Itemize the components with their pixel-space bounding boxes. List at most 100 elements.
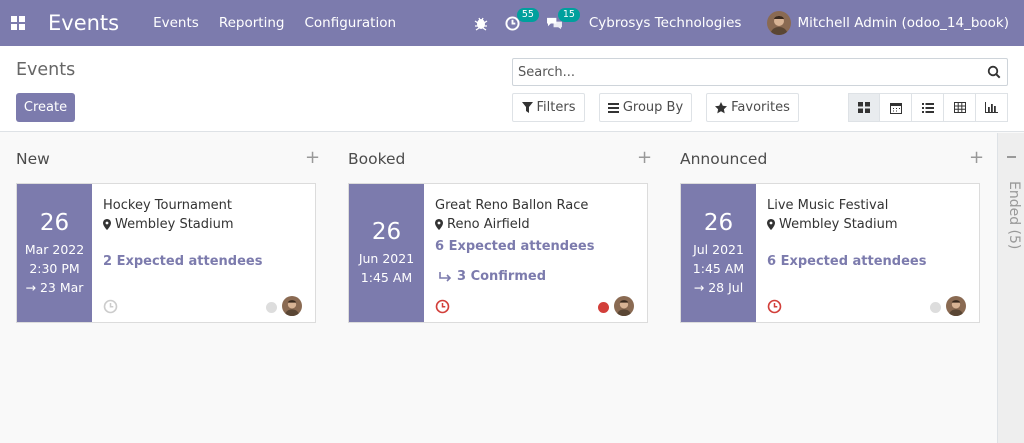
event-location-text: Reno Airfield (447, 217, 530, 232)
event-location: Wembley Stadium (103, 217, 304, 232)
event-date-box: 26 Jun 2021 1:45 AM (349, 184, 424, 322)
menu-reporting[interactable]: Reporting (218, 15, 285, 31)
column-quick-create-icon[interactable]: + (305, 147, 321, 168)
kanban-card[interactable]: 26 Jun 2021 1:45 AM Great Reno Ballon Ra… (348, 183, 648, 323)
menu-events[interactable]: Events (153, 15, 199, 31)
column-quick-create-icon[interactable]: + (637, 147, 653, 168)
favorites-button[interactable]: Favorites (706, 93, 799, 122)
main-menu: Events Reporting Configuration (153, 15, 416, 31)
pivot-view-button[interactable] (944, 93, 976, 122)
breadcrumb-title: Events (16, 60, 76, 80)
event-date-line: 2:30 PM (29, 260, 80, 276)
event-name: Hockey Tournament (103, 198, 233, 213)
event-date-line: → 23 Mar (25, 279, 84, 295)
event-name: Live Music Festival (767, 198, 889, 213)
user-avatar[interactable] (767, 11, 792, 35)
event-name: Great Reno Ballon Race (435, 198, 589, 213)
filters-label: Filters (536, 100, 576, 115)
kanban-state-dot[interactable] (930, 302, 941, 313)
card-body: Great Reno Ballon Race Reno Airfield 6 E… (424, 184, 647, 322)
event-day: 26 (703, 209, 734, 236)
activity-clock-icon[interactable] (103, 299, 118, 314)
create-button[interactable]: Create (16, 93, 75, 122)
expected-attendees-link[interactable]: 2 Expected attendees (103, 254, 263, 269)
event-day: 26 (39, 209, 70, 236)
confirmed-count: 3 Confirmed (457, 269, 547, 284)
map-marker-icon (767, 219, 775, 230)
search-bar (512, 58, 1008, 86)
company-switcher[interactable]: Cybrosys Technologies (588, 15, 742, 31)
map-marker-icon (103, 219, 111, 230)
message-count-badge: 15 (557, 8, 580, 22)
fold-handle-icon (1007, 156, 1016, 158)
event-date-box: 26 Mar 2022 2:30 PM → 23 Mar (17, 184, 92, 322)
kanban-view-icon (858, 102, 870, 113)
kanban-state-dot[interactable] (598, 302, 609, 313)
calendar-view-icon (889, 102, 902, 114)
event-date-line: Jul 2021 (693, 241, 744, 257)
navbar-systray: 55 15 Cybrosys Technologies Mitchell Adm… (473, 0, 1024, 46)
kanban-card[interactable]: 26 Mar 2022 2:30 PM → 23 Mar Hockey Tour… (16, 183, 316, 323)
filters-button[interactable]: Filters (512, 93, 585, 122)
activity-clock-icon (505, 15, 520, 31)
list-view-button[interactable] (912, 93, 944, 122)
filter-icon (521, 102, 533, 113)
expected-attendees-link[interactable]: 6 Expected attendees (435, 239, 595, 254)
pivot-view-icon (953, 102, 966, 113)
favorites-label: Favorites (731, 100, 790, 115)
responsible-avatar[interactable] (946, 296, 966, 316)
chat-bubbles-icon (546, 17, 562, 30)
event-location-text: Wembley Stadium (779, 217, 898, 232)
user-menu[interactable]: Mitchell Admin (odoo_14_book) (797, 15, 1009, 31)
search-icon[interactable] (987, 65, 1001, 79)
app-title[interactable]: Events (48, 11, 120, 35)
kanban-view-button[interactable] (848, 93, 880, 122)
activity-clock-icon[interactable] (767, 299, 782, 314)
responsible-avatar[interactable] (282, 296, 302, 316)
activity-clock-icon[interactable] (435, 299, 450, 314)
column-title-announced[interactable]: Announced (680, 150, 768, 168)
folded-column-ended[interactable]: Ended (5) (997, 133, 1024, 443)
control-panel: Events Create Filters Group By Favorites (0, 46, 1024, 132)
group-by-label: Group By (622, 100, 684, 115)
card-body: Hockey Tournament Wembley Stadium 2 Expe… (92, 184, 315, 322)
event-date-line: Jun 2021 (358, 251, 415, 266)
menu-configuration[interactable]: Configuration (304, 15, 397, 31)
event-date-box: 26 Jul 2021 1:45 AM → 28 Jul (681, 184, 756, 322)
top-navbar: Events Events Reporting Configuration 55… (0, 0, 1024, 46)
messaging-menu[interactable]: 15 (546, 8, 580, 30)
view-switcher (848, 93, 1008, 122)
kanban-card[interactable]: 26 Jul 2021 1:45 AM → 28 Jul Live Music … (680, 183, 980, 323)
confirmed-attendees-link[interactable]: 3 Confirmed (439, 269, 546, 284)
responsible-avatar[interactable] (614, 296, 634, 316)
activity-menu[interactable]: 55 (505, 7, 539, 31)
activity-count-badge: 55 (516, 7, 539, 22)
calendar-view-button[interactable] (880, 93, 912, 122)
apps-menu-icon[interactable] (11, 16, 25, 30)
debug-bug-icon[interactable] (473, 15, 489, 31)
star-icon (715, 101, 728, 113)
event-date-line: 1:45 AM (692, 260, 745, 276)
event-day: 26 (371, 219, 402, 245)
event-date-line: 1:45 AM (360, 270, 413, 285)
search-input[interactable] (513, 64, 987, 80)
column-title-new[interactable]: New (16, 150, 50, 168)
map-marker-icon (435, 219, 443, 230)
expected-attendees-link[interactable]: 6 Expected attendees (767, 254, 927, 269)
event-date-line: → 28 Jul (693, 279, 744, 295)
kanban-state-dot[interactable] (266, 302, 277, 313)
graph-view-button[interactable] (976, 93, 1008, 122)
event-location: Reno Airfield (435, 217, 636, 232)
column-quick-create-icon[interactable]: + (969, 147, 985, 168)
event-location: Wembley Stadium (767, 217, 968, 232)
card-body: Live Music Festival Wembley Stadium 6 Ex… (756, 184, 979, 322)
graph-view-icon (985, 102, 998, 113)
bars-icon (607, 102, 619, 113)
level-down-arrow-icon (439, 271, 452, 282)
folded-column-label: Ended (5) (1006, 181, 1022, 250)
list-view-icon (921, 102, 934, 113)
event-location-text: Wembley Stadium (115, 217, 234, 232)
event-date-line: Mar 2022 (24, 241, 85, 257)
column-title-booked[interactable]: Booked (348, 150, 406, 168)
group-by-button[interactable]: Group By (599, 93, 692, 122)
